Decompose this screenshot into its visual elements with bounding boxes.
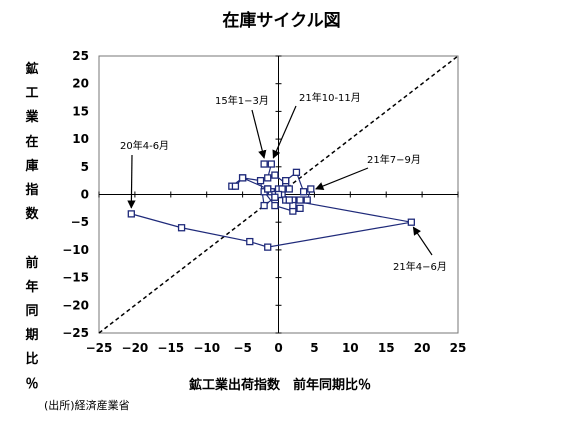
y-axis-label-char: 指 — [25, 183, 39, 199]
data-point — [296, 196, 304, 204]
x-tick-label: 20 — [414, 341, 431, 355]
y-axis-label-char: 業 — [25, 110, 39, 126]
y-axis-label-char: 庫 — [25, 158, 39, 174]
y-tick-label: −10 — [62, 243, 89, 257]
x-tick-label: −5 — [233, 341, 251, 355]
x-axis-label: 鉱工業出荷指数 前年同期比％ — [188, 378, 371, 393]
annotation-label: 21年4−6月 — [393, 260, 447, 273]
annotation-arrow — [412, 226, 433, 256]
y-axis-label-char: 鉱 — [25, 62, 39, 77]
y-axis-label-char: 前 — [25, 255, 39, 271]
data-point — [260, 160, 268, 168]
y-axis-label-char: 比 — [25, 352, 39, 368]
data-point — [256, 176, 265, 185]
data-point — [303, 196, 311, 204]
y-tick-label: 15 — [72, 104, 89, 118]
x-tick-label: 25 — [450, 341, 467, 355]
y-tick-label: 25 — [72, 49, 89, 63]
annotation-label: 20年4-6月 — [120, 139, 169, 152]
y-tick-label: −5 — [71, 215, 89, 229]
data-point — [407, 218, 415, 226]
x-tick-label: −10 — [193, 341, 220, 355]
y-tick-label: 5 — [81, 160, 89, 174]
annotation-label: 21年10-11月 — [299, 91, 361, 104]
data-point — [285, 185, 293, 193]
data-point — [238, 174, 247, 182]
data-point — [264, 174, 272, 182]
data-point — [264, 185, 272, 193]
data-point — [271, 171, 279, 179]
y-axis-label-char: 在 — [25, 134, 39, 150]
y-tick-label: −25 — [62, 326, 89, 340]
data-point — [267, 160, 275, 168]
y-axis-label-char: 同 — [25, 304, 39, 320]
x-tick-label: −15 — [157, 341, 184, 355]
annotation-arrow — [127, 154, 136, 209]
x-tick-label: 10 — [342, 341, 359, 355]
data-point — [299, 188, 308, 196]
data-point — [292, 168, 301, 176]
y-tick-label: 20 — [72, 77, 89, 91]
y-axis-label-char: 工 — [25, 86, 39, 102]
x-tick-label: −25 — [86, 341, 113, 355]
data-point — [271, 193, 279, 201]
annotation-arrow — [272, 105, 297, 159]
chart-title: 在庫サイクル図 — [222, 11, 341, 31]
data-point — [260, 201, 268, 210]
y-tick-label: 10 — [72, 132, 89, 146]
source-note: (出所)経済産業省 — [44, 399, 130, 412]
x-tick-label: 15 — [378, 341, 395, 355]
annotation-arrow — [251, 109, 267, 159]
x-tick-label: −20 — [122, 341, 149, 355]
y-tick-label: 0 — [81, 188, 89, 202]
data-point — [264, 243, 272, 251]
data-point — [231, 182, 240, 190]
data-point — [282, 176, 290, 185]
data-point — [307, 185, 315, 193]
y-axis-label-char: 数 — [25, 207, 39, 223]
y-axis-label: 鉱工業在庫指数 前年同期比 ％ — [22, 58, 42, 397]
annotation-arrow — [315, 167, 369, 191]
annotation-label: 15年1−3月 — [215, 94, 269, 107]
y-axis-label-char: 年 — [25, 279, 39, 295]
data-point — [271, 201, 279, 210]
data-point — [296, 204, 304, 213]
y-tick-label: −15 — [62, 271, 89, 285]
x-tick-label: 5 — [310, 341, 318, 355]
data-point — [246, 237, 254, 246]
data-point — [285, 196, 293, 204]
data-point — [177, 224, 186, 232]
x-tick-label: 0 — [274, 341, 282, 355]
y-tick-label: −20 — [62, 298, 89, 312]
annotation-label: 21年7−9月 — [367, 153, 421, 166]
data-point — [127, 210, 135, 218]
y-axis-label-char: 期 — [25, 328, 39, 344]
y-axis-label-char: ％ — [25, 376, 39, 392]
